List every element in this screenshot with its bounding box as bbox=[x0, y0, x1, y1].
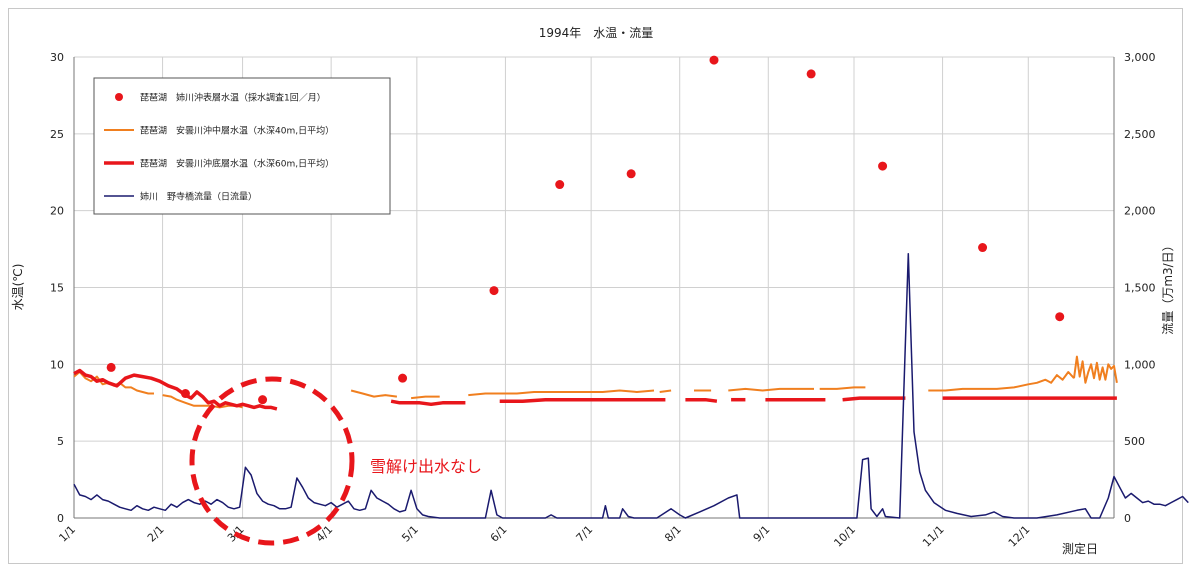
series-line-1 bbox=[1073, 355, 1118, 384]
x-tick-label: 6/1 bbox=[488, 523, 510, 545]
annotation-dashed-circle bbox=[189, 376, 355, 546]
y-tick-label-left: 15 bbox=[50, 282, 64, 295]
series-line-1 bbox=[659, 389, 672, 393]
series-line-1 bbox=[410, 395, 440, 400]
legend-marker-scatter bbox=[115, 93, 123, 101]
y-tick-label-right: 1,500 bbox=[1124, 282, 1156, 295]
x-tick-label: 10/1 bbox=[831, 523, 858, 550]
series-line-1 bbox=[468, 389, 655, 397]
y-tick-label-left: 0 bbox=[57, 512, 64, 525]
x-tick-label: 2/1 bbox=[145, 523, 167, 545]
y-tick-label-right: 1,000 bbox=[1124, 358, 1156, 371]
legend: 琵琶湖 姉川沖表層水温（採水調査1回／月） 琵琶湖 安曇川沖中層水温（水深40m,… bbox=[93, 77, 391, 215]
x-tick-label: 11/1 bbox=[920, 523, 947, 550]
data-point-surface-temp bbox=[978, 243, 988, 253]
y-tick-label-left: 25 bbox=[50, 128, 64, 141]
y-tick-label-right: 0 bbox=[1124, 512, 1131, 525]
series-line-2 bbox=[685, 397, 718, 403]
y-axis-label-right: 流量（万m3/日） bbox=[1161, 239, 1175, 334]
x-tick-label: 1/1 bbox=[56, 523, 78, 545]
y-tick-label-right: 3,000 bbox=[1124, 51, 1156, 64]
data-point-surface-temp bbox=[555, 180, 565, 190]
series-line-1 bbox=[928, 371, 1075, 392]
data-point-surface-temp bbox=[878, 161, 888, 171]
y-tick-label-right: 2,500 bbox=[1124, 128, 1156, 141]
legend-label: 琵琶湖 姉川沖表層水温（採水調査1回／月） bbox=[140, 92, 326, 104]
legend-box bbox=[93, 77, 391, 215]
data-point-surface-temp bbox=[626, 169, 636, 179]
y-tick-label-left: 10 bbox=[50, 358, 64, 371]
chart-title: 1994年 水温・流量 bbox=[539, 26, 654, 40]
data-point-surface-temp bbox=[398, 373, 408, 383]
x-tick-label: 9/1 bbox=[751, 523, 773, 545]
y-tick-label-left: 20 bbox=[50, 205, 64, 218]
y-tick-label-right: 500 bbox=[1124, 435, 1145, 448]
series-line-2 bbox=[390, 399, 466, 407]
y-axis-label-left: 水温(℃) bbox=[11, 264, 25, 311]
y-tick-label-right: 2,000 bbox=[1124, 205, 1156, 218]
data-point-surface-temp bbox=[806, 69, 816, 79]
series-line-1 bbox=[350, 389, 398, 398]
annotation: 雪解け出水なし bbox=[189, 376, 482, 546]
series-line-2 bbox=[842, 396, 906, 402]
series-line-1 bbox=[819, 386, 866, 390]
data-point-surface-temp bbox=[1055, 312, 1065, 322]
series-line-1 bbox=[728, 387, 814, 392]
data-point-surface-temp bbox=[258, 395, 268, 405]
x-tick-label: 12/1 bbox=[1006, 523, 1033, 550]
x-tick-label: 8/1 bbox=[662, 523, 684, 545]
legend-label: 琵琶湖 安曇川沖底層水温（水深60m,日平均） bbox=[140, 158, 334, 170]
y-tick-label-left: 30 bbox=[50, 51, 64, 64]
series-line-2 bbox=[73, 368, 278, 411]
legend-label: 姉川 野寺橋流量（日流量） bbox=[140, 191, 257, 203]
data-point-surface-temp bbox=[709, 55, 719, 65]
data-point-surface-temp bbox=[489, 286, 499, 296]
x-tick-label: 7/1 bbox=[574, 523, 596, 545]
series-line-2 bbox=[499, 397, 666, 403]
x-axis-label: 測定日 bbox=[1062, 541, 1098, 556]
annotation-text: 雪解け出水なし bbox=[370, 457, 482, 476]
x-tick-label: 5/1 bbox=[399, 523, 421, 545]
data-point-surface-temp bbox=[106, 362, 116, 372]
legend-label: 琵琶湖 安曇川沖中層水温（水深40m,日平均） bbox=[140, 125, 334, 137]
y-tick-label-left: 5 bbox=[57, 435, 64, 448]
